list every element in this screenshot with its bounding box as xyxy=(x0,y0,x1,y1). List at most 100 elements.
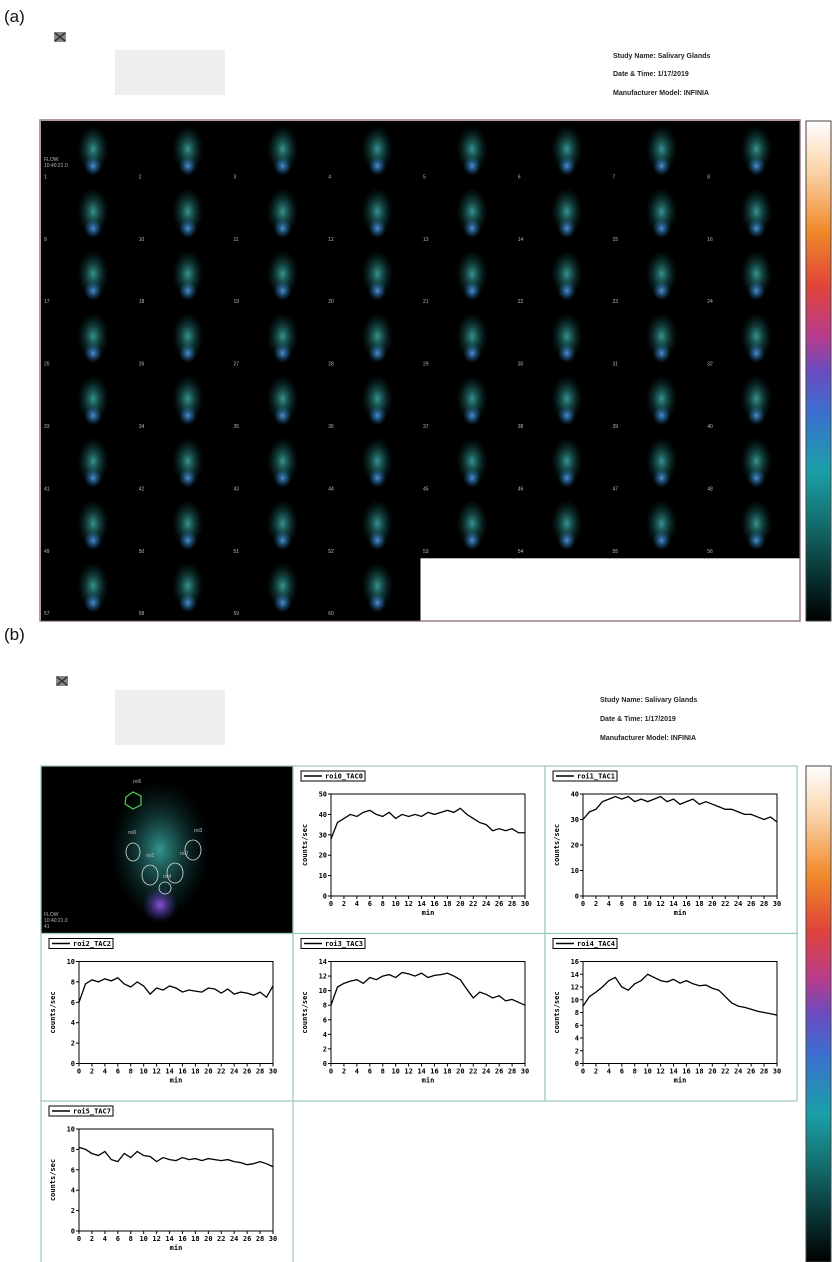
frame-image xyxy=(747,406,765,426)
y-tick-label: 40 xyxy=(571,791,579,799)
y-tick-label: 0 xyxy=(575,893,579,901)
frame-number: 22 xyxy=(518,299,524,305)
frame-number: 21 xyxy=(423,299,429,305)
frame-image xyxy=(463,530,481,550)
frame-image xyxy=(274,281,292,301)
roi-label: roi1 xyxy=(146,853,155,859)
header: Date & Time: 1/17/2019 xyxy=(600,716,676,723)
x-tick-label: 30 xyxy=(521,900,529,908)
x-tick-label: 18 xyxy=(695,900,703,908)
frame-number: 8 xyxy=(707,174,710,180)
x-tick-label: 16 xyxy=(430,900,438,908)
frame-number: 45 xyxy=(423,486,429,492)
x-tick-label: 4 xyxy=(103,1068,107,1076)
x-tick-label: 24 xyxy=(482,900,490,908)
frame-number: 17 xyxy=(44,299,50,305)
frame-number: 2 xyxy=(139,174,142,180)
frame-image xyxy=(84,218,102,238)
frame-number: 1 xyxy=(44,174,47,180)
frame-image xyxy=(558,218,576,238)
frame-caption: 10:40:21.0 xyxy=(44,163,68,169)
frame-image xyxy=(368,593,386,613)
frame-number: 4 xyxy=(328,174,331,180)
frame-image xyxy=(747,156,765,176)
frame-number: 59 xyxy=(234,611,240,617)
roi-label: roi2 xyxy=(180,851,189,857)
logo xyxy=(54,32,66,42)
frame-image xyxy=(463,406,481,426)
frame-image xyxy=(747,530,765,550)
x-tick-label: 2 xyxy=(90,1068,94,1076)
x-tick-label: 10 xyxy=(139,1235,147,1243)
y-tick-label: 30 xyxy=(319,831,327,839)
y-axis-label: counts/sec xyxy=(301,991,309,1033)
frame-number: 28 xyxy=(328,362,334,368)
y-axis-label: counts/sec xyxy=(553,824,561,866)
x-tick-label: 0 xyxy=(329,900,333,908)
x-tick-label: 14 xyxy=(669,900,677,908)
x-tick-label: 18 xyxy=(191,1235,199,1243)
image-caption: 41 xyxy=(44,924,50,930)
y-tick-label: 4 xyxy=(323,1031,327,1039)
colorbar xyxy=(806,766,831,1262)
frame-image xyxy=(653,406,671,426)
frame-image xyxy=(747,218,765,238)
frame-image xyxy=(179,281,197,301)
x-tick-label: 22 xyxy=(469,1068,477,1076)
frame-image xyxy=(274,218,292,238)
frame-number: 14 xyxy=(518,237,524,243)
x-tick-label: 6 xyxy=(368,1068,372,1076)
x-tick-label: 30 xyxy=(521,1068,529,1076)
frame-number: 25 xyxy=(44,362,50,368)
x-tick-label: 12 xyxy=(656,900,664,908)
x-tick-label: 8 xyxy=(633,1068,637,1076)
x-tick-label: 28 xyxy=(256,1068,264,1076)
y-axis-label: counts/sec xyxy=(49,1159,57,1201)
x-tick-label: 20 xyxy=(204,1235,212,1243)
x-axis-label: min xyxy=(674,1077,687,1085)
frame-image xyxy=(463,218,481,238)
frame-number: 47 xyxy=(613,486,619,492)
frame-number: 34 xyxy=(139,424,145,430)
x-axis-label: min xyxy=(422,909,435,917)
frame-image xyxy=(653,281,671,301)
x-tick-label: 8 xyxy=(381,900,385,908)
y-tick-label: 14 xyxy=(319,958,327,966)
frame-image xyxy=(179,593,197,613)
colorbar xyxy=(806,121,831,621)
x-tick-label: 22 xyxy=(217,1235,225,1243)
frame-image xyxy=(179,468,197,488)
x-tick-label: 12 xyxy=(152,1068,160,1076)
frame-number: 7 xyxy=(613,174,616,180)
x-tick-label: 14 xyxy=(165,1235,173,1243)
frame-number: 18 xyxy=(139,299,145,305)
frame-number: 5 xyxy=(423,174,426,180)
frame-image xyxy=(179,156,197,176)
x-tick-label: 24 xyxy=(734,1068,742,1076)
x-tick-label: 22 xyxy=(721,1068,729,1076)
y-tick-label: 10 xyxy=(571,996,579,1004)
y-tick-label: 8 xyxy=(71,1146,75,1154)
frame-image xyxy=(558,530,576,550)
frame-number: 46 xyxy=(518,486,524,492)
frame-number: 41 xyxy=(44,486,50,492)
frame-image xyxy=(463,343,481,363)
x-tick-label: 18 xyxy=(443,900,451,908)
y-tick-label: 10 xyxy=(319,872,327,880)
frame-number: 16 xyxy=(707,237,713,243)
x-tick-label: 12 xyxy=(152,1235,160,1243)
y-tick-label: 0 xyxy=(323,893,327,901)
roi-label: roi5 xyxy=(133,779,142,785)
x-tick-label: 26 xyxy=(747,1068,755,1076)
frame-number: 6 xyxy=(518,174,521,180)
frame-image xyxy=(274,530,292,550)
page: (a) (b) Study Name: Salivary Glands Date… xyxy=(0,0,832,1262)
frame-number: 29 xyxy=(423,362,429,368)
frame-image xyxy=(653,218,671,238)
frame-number: 31 xyxy=(613,362,619,368)
x-axis-label: min xyxy=(674,909,687,917)
y-tick-label: 0 xyxy=(71,1060,75,1068)
x-tick-label: 30 xyxy=(269,1235,277,1243)
x-tick-label: 16 xyxy=(682,900,690,908)
frame-number: 24 xyxy=(707,299,713,305)
